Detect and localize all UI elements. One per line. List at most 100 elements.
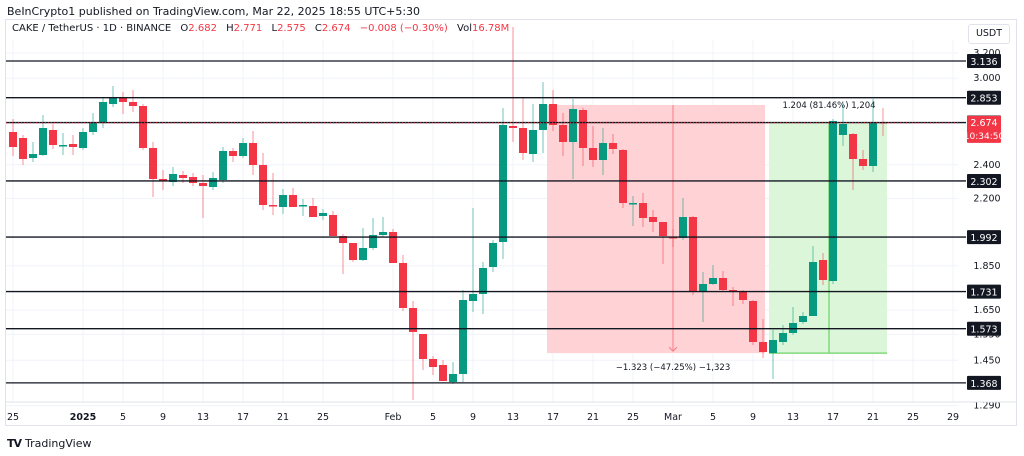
high-value: 2.771 — [233, 23, 263, 34]
change-value: −0.008 (−0.30%) — [359, 23, 448, 34]
x-axis-tick: 17 — [827, 412, 839, 423]
candle — [459, 290, 467, 382]
candle — [659, 222, 667, 264]
low-label: L — [271, 23, 278, 34]
x-axis-tick: 25 — [627, 412, 639, 423]
candle — [759, 319, 767, 358]
candle — [329, 211, 337, 236]
volume-value: 16.78M — [472, 23, 510, 34]
candle — [339, 234, 347, 274]
candle — [869, 99, 877, 172]
candle — [539, 82, 547, 153]
candle — [299, 199, 307, 216]
candle — [449, 362, 457, 384]
candle — [739, 290, 747, 304]
symbol-legend: CAKE / TetherUS · 1D · BINANCE O2.682 H2… — [12, 23, 509, 34]
candle — [279, 189, 287, 214]
close-label: C — [314, 23, 322, 34]
candle — [139, 104, 147, 150]
candle — [109, 86, 117, 107]
candle — [669, 229, 677, 247]
candle — [809, 246, 817, 316]
candle — [839, 102, 847, 146]
last-price-label — [967, 115, 1001, 143]
level-price-label — [967, 321, 1001, 336]
candle — [399, 255, 407, 311]
x-axis-tick: 5 — [710, 412, 716, 423]
candle — [49, 124, 57, 149]
svg-text:1.368: 1.368 — [970, 379, 997, 390]
candle — [429, 356, 437, 375]
x-axis-tick: 13 — [787, 412, 799, 423]
candle — [69, 135, 77, 155]
x-axis-tick: 17 — [237, 412, 249, 423]
candle — [579, 108, 587, 166]
candle — [289, 188, 297, 207]
candle — [509, 27, 517, 142]
candle — [409, 301, 417, 400]
svg-text:3.136: 3.136 — [970, 57, 997, 68]
chart-frame — [5, 19, 1017, 426]
candle — [89, 113, 97, 135]
candle — [359, 228, 367, 261]
candle — [309, 198, 317, 217]
candle — [749, 300, 757, 345]
svg-text:10:34:50: 10:34:50 — [964, 132, 1005, 142]
x-axis-tick: Feb — [385, 412, 402, 423]
candle — [269, 173, 277, 215]
candle — [39, 115, 47, 156]
svg-text:1.992: 1.992 — [970, 233, 997, 244]
candle — [59, 133, 67, 155]
y-axis-tick: 2.200 — [973, 194, 1000, 205]
candle — [819, 253, 827, 285]
tradingview-logo[interactable]: TV TradingView — [7, 437, 92, 450]
x-axis-tick: 5 — [120, 412, 126, 423]
publisher-line: BeInCrypto1 published on TradingView.com… — [7, 5, 421, 18]
candle — [249, 131, 257, 175]
candle — [769, 330, 777, 379]
candle — [799, 312, 807, 324]
candle — [639, 193, 647, 227]
candle — [699, 272, 707, 322]
candle — [709, 265, 717, 285]
candle — [789, 307, 797, 335]
candle — [129, 90, 137, 112]
y-axis-tick: 3.000 — [973, 73, 1000, 84]
candle — [729, 287, 737, 306]
candle — [189, 173, 197, 186]
candle — [479, 262, 487, 314]
symbol-name[interactable]: CAKE / TetherUS · 1D · BINANCE — [12, 23, 172, 34]
candle — [519, 97, 527, 160]
level-price-label — [967, 90, 1001, 105]
x-axis-tick: 2025 — [70, 412, 96, 423]
volume-label: Vol — [457, 23, 472, 34]
candle — [9, 119, 17, 156]
candle — [219, 147, 227, 183]
candle — [79, 128, 87, 150]
candle — [829, 119, 837, 284]
y-axis-tick: 1.290 — [973, 401, 1000, 412]
candle — [859, 150, 867, 170]
candle — [649, 210, 657, 232]
currency-button[interactable]: USDT — [968, 24, 1010, 44]
x-axis-tick: 5 — [430, 412, 436, 423]
candle — [689, 216, 697, 295]
open-value: 2.682 — [188, 23, 217, 34]
y-axis-tick: 1.650 — [973, 305, 1000, 316]
x-axis-tick: Mar — [664, 412, 682, 423]
x-axis-tick: 9 — [470, 412, 476, 423]
candle — [489, 240, 497, 272]
candle — [99, 98, 107, 128]
x-axis-tick: 17 — [547, 412, 559, 423]
candle — [239, 138, 247, 158]
candle — [439, 360, 447, 381]
open-label: O — [180, 23, 189, 34]
x-axis-tick: 9 — [750, 412, 756, 423]
svg-text:2.302: 2.302 — [970, 177, 997, 188]
x-axis-tick: 13 — [197, 412, 209, 423]
svg-text:1.731: 1.731 — [970, 288, 997, 299]
candle — [679, 198, 687, 240]
candle — [599, 128, 607, 175]
low-value: 2.575 — [277, 23, 306, 34]
